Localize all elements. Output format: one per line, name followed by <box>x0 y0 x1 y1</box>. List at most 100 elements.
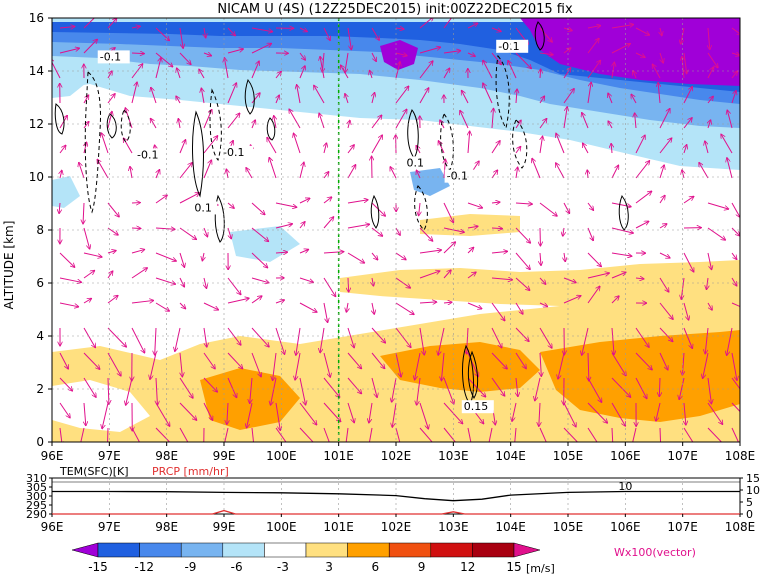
wind-vector <box>226 169 228 179</box>
wind-vector <box>705 327 709 354</box>
wind-vector <box>107 427 109 442</box>
wind-vector <box>395 252 406 260</box>
wind-vector <box>203 327 207 347</box>
main-grid <box>52 18 740 442</box>
wind-vector <box>126 377 133 405</box>
wind-vector <box>608 121 612 129</box>
wind-vector <box>706 277 708 290</box>
wind-vector <box>341 65 349 79</box>
wind-vector <box>556 133 565 154</box>
wind-vector <box>587 26 601 28</box>
wind-vector <box>347 402 354 423</box>
y-tick-label: 14 <box>29 64 44 78</box>
contour-labels: -0.1 -0.1 -0.1 0.1 0.1 -0.1 -0.1 0.15 <box>97 39 529 414</box>
wind-vector <box>131 53 144 54</box>
wind-vector <box>273 352 277 381</box>
wind-vector <box>611 202 631 207</box>
wind-vector <box>659 327 673 342</box>
wind-vector <box>652 64 661 79</box>
wind-vector <box>320 56 325 79</box>
wind-vector <box>371 52 376 61</box>
wind-vector <box>131 249 145 254</box>
contour-label: 0.15 <box>464 400 489 413</box>
wind-vector <box>150 352 157 379</box>
wind-vector <box>514 427 516 442</box>
wind-vector <box>467 226 478 228</box>
wind-vector <box>419 61 433 79</box>
x-tick-label: 101E <box>323 449 354 463</box>
wind-vector <box>299 28 307 32</box>
wind-vector <box>59 277 81 282</box>
colorbar-box <box>305 542 348 558</box>
wind-vector <box>587 60 601 79</box>
wind-vector <box>635 135 645 154</box>
wind-vector <box>347 200 368 204</box>
wind-vector <box>683 427 696 442</box>
surface-x-tick-label: 105E <box>553 520 584 534</box>
wind-vector <box>467 352 478 377</box>
wind-vector <box>508 60 517 79</box>
wind-vector <box>155 228 175 229</box>
wind-vector <box>491 170 498 179</box>
wind-vector <box>659 224 667 229</box>
wind-vector <box>539 402 540 426</box>
wind-vector <box>289 109 301 129</box>
wind-vector <box>705 141 709 154</box>
surface-left-tick-label: 290 <box>26 508 47 521</box>
wind-vector <box>515 227 530 243</box>
wind-vector <box>107 71 112 79</box>
wind-vector <box>635 221 649 229</box>
wind-vector <box>395 28 404 29</box>
surface-right-tick-label: 10 <box>746 484 760 497</box>
wind-vector <box>468 131 470 154</box>
wind-vector <box>491 327 502 348</box>
wind-vector <box>368 427 373 442</box>
wind-vector <box>372 277 374 286</box>
contour-label-bg <box>496 39 529 53</box>
wind-vector <box>731 90 736 104</box>
wind-vector <box>708 120 711 129</box>
wind-vector <box>131 268 147 279</box>
wind-vector <box>251 27 273 32</box>
wind-vector <box>684 402 686 425</box>
colorbar-box <box>430 542 473 558</box>
wind-vector <box>107 352 121 376</box>
wind-vector <box>107 271 113 279</box>
wind-vector <box>323 427 330 442</box>
wind-vector <box>659 302 673 319</box>
wind-vector <box>102 402 109 429</box>
wind-vector <box>731 202 740 217</box>
wind-vector <box>83 298 92 304</box>
wind-vector <box>731 302 740 309</box>
surface-right-tick-label: 15 <box>746 472 760 485</box>
surface-x-tick-label: 101E <box>323 520 354 534</box>
wind-vector <box>348 277 349 292</box>
wind-vector <box>467 53 475 56</box>
colorbar-end-high <box>513 542 541 558</box>
wind-vector <box>707 402 723 424</box>
wind-vector <box>347 327 354 348</box>
wind-vector <box>323 277 336 297</box>
surface-left-tick-label: 300 <box>26 490 47 503</box>
wind-vector <box>438 141 445 154</box>
x-tick-label: 104E <box>495 449 526 463</box>
surface-x-tick-label: 106E <box>610 520 641 534</box>
wind-vector <box>491 52 501 65</box>
surface-x-axis: 96E 97E 98E 99E 100E 101E 102E 103E 104E 105E 106E… <box>41 514 755 534</box>
x-tick-label: 108E <box>725 449 756 463</box>
x-tick-label: 102E <box>381 449 412 463</box>
colorbar-box <box>180 542 224 558</box>
wind-vector <box>107 18 117 29</box>
wind-vector <box>611 296 619 304</box>
wind-vector <box>203 402 213 420</box>
wind-vector <box>179 377 193 398</box>
colorbar-label: -15 <box>88 560 108 574</box>
wind-vector <box>443 302 452 303</box>
contour-label-bg <box>461 400 494 414</box>
wind-vector <box>59 202 60 214</box>
wind-vector <box>179 193 200 204</box>
wind-vector <box>83 18 96 29</box>
wind-vector <box>443 18 452 29</box>
wind-vector <box>491 278 512 280</box>
wind-vector <box>659 252 670 258</box>
